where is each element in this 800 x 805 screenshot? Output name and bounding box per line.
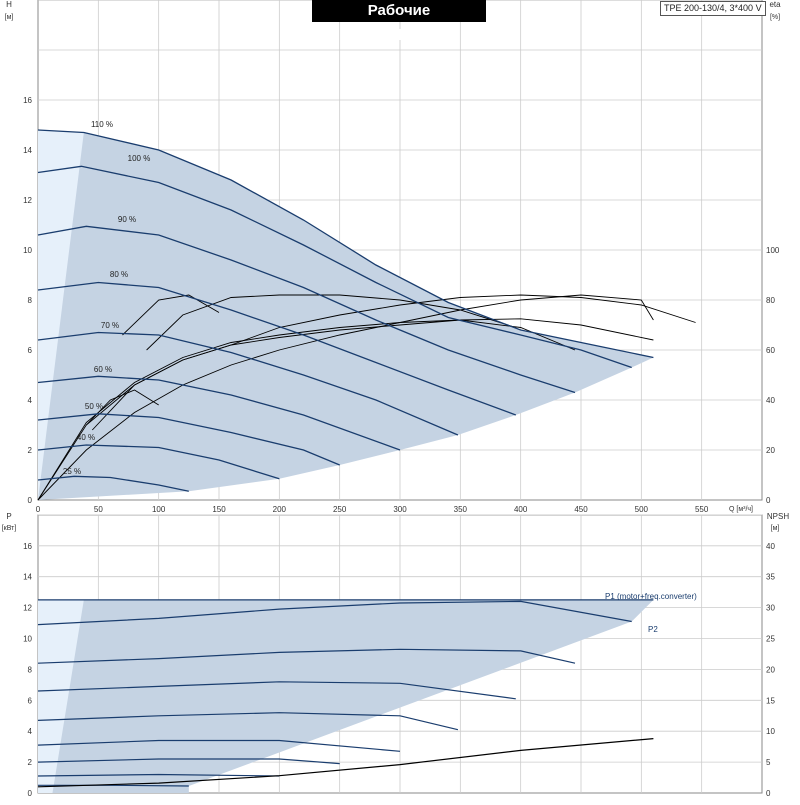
qh-yaxis-unit: [м] xyxy=(5,14,14,21)
power-curve-5 xyxy=(37,739,401,752)
power-curve-7 xyxy=(37,773,280,777)
npsh-tick-label: 30 xyxy=(766,604,775,613)
qh-ytick-label: 4 xyxy=(28,396,33,405)
power-operating-envelope xyxy=(38,599,654,793)
p1-label: P1 (motor+freq.converter) xyxy=(605,592,697,601)
qh-curve-40 xyxy=(37,444,280,480)
npsh-tick-label: 10 xyxy=(766,727,775,736)
power-ytick-label: 6 xyxy=(28,696,33,705)
qh-xtick-label: 300 xyxy=(393,505,407,514)
chart-title: Рабочие характеристики xyxy=(312,0,486,41)
qh-ytick-label: 8 xyxy=(28,296,33,305)
power-curve-3 xyxy=(37,681,516,700)
qh-operating-envelope xyxy=(38,130,654,500)
qh-xtick-label: 50 xyxy=(94,505,103,514)
power-curve-8 xyxy=(38,784,189,787)
npsh-tick-label: 0 xyxy=(766,789,771,798)
power-ytick-label: 4 xyxy=(28,727,33,736)
speed-label-70: 70 % xyxy=(101,321,119,330)
power-ytick-label: 2 xyxy=(28,758,33,767)
npsh-curve xyxy=(37,738,654,788)
eta-tick-label: 0 xyxy=(766,496,771,505)
qh-ytick-label: 2 xyxy=(28,446,33,455)
qh-curve-80 xyxy=(37,281,517,416)
npsh-tick-label: 35 xyxy=(766,573,775,582)
eta-axis-unit: [%] xyxy=(770,14,780,21)
qh-ytick-label: 6 xyxy=(28,346,33,355)
power-yaxis-label: P xyxy=(6,512,11,521)
npsh-tick-label: 40 xyxy=(766,542,775,551)
npsh-tick-label: 25 xyxy=(766,635,775,644)
power-ytick-label: 8 xyxy=(28,665,33,674)
npsh-axis-unit: [м] xyxy=(771,525,780,532)
power-curve-1 xyxy=(37,600,632,626)
qh-curve-100 xyxy=(37,165,632,369)
efficiency-curve-4 xyxy=(146,294,516,351)
qh-curve-110 xyxy=(37,129,654,359)
efficiency-curve-3 xyxy=(91,294,696,431)
model-label: TPE 200-130/4, 3*400 V xyxy=(660,1,766,16)
qh-yaxis-label: H xyxy=(6,0,12,9)
qh-xtick-label: 450 xyxy=(574,505,588,514)
speed-label-40: 40 % xyxy=(77,433,95,442)
npsh-tick-label: 20 xyxy=(766,665,775,674)
qh-xtick-label: 500 xyxy=(635,505,649,514)
qh-xaxis-label: Q [м³/ч] xyxy=(729,506,753,513)
efficiency-curve-2 xyxy=(37,294,654,501)
efficiency-curve-1 xyxy=(37,319,576,501)
qh-ytick-label: 14 xyxy=(23,146,32,155)
power-curve-4 xyxy=(37,712,459,731)
qh-xtick-label: 250 xyxy=(333,505,347,514)
qh-curve-50 xyxy=(37,413,340,466)
power-yaxis-unit: [кВт] xyxy=(2,525,17,532)
power-ytick-label: 0 xyxy=(28,789,33,798)
eta-tick-label: 20 xyxy=(766,446,775,455)
p2-label: P2 xyxy=(648,625,658,634)
speed-label-50: 50 % xyxy=(85,402,103,411)
efficiency-curve-0 xyxy=(37,318,654,501)
qh-curve-60 xyxy=(37,375,401,451)
speed-label-60: 60 % xyxy=(94,365,112,374)
power-ytick-label: 10 xyxy=(23,635,32,644)
power-ytick-label: 16 xyxy=(23,542,32,551)
qh-xtick-label: 150 xyxy=(212,505,226,514)
efficiency-curve-6 xyxy=(85,389,159,426)
qh-curve-25 xyxy=(37,475,189,492)
qh-xtick-label: 100 xyxy=(152,505,166,514)
power-ytick-label: 12 xyxy=(23,604,32,613)
qh-curve-90 xyxy=(37,225,576,394)
qh-ytick-label: 0 xyxy=(28,496,33,505)
speed-label-25: 25 % xyxy=(63,467,81,476)
qh-ytick-label: 12 xyxy=(23,196,32,205)
qh-xtick-label: 200 xyxy=(273,505,287,514)
qh-xtick-label: 400 xyxy=(514,505,528,514)
qh-curve-70 xyxy=(37,331,459,436)
power-ytick-label: 14 xyxy=(23,573,32,582)
npsh-axis-label: NPSH xyxy=(767,512,789,521)
eta-tick-label: 100 xyxy=(766,246,780,255)
qh-xtick-label: 550 xyxy=(695,505,709,514)
eta-tick-label: 40 xyxy=(766,396,775,405)
efficiency-curve-5 xyxy=(122,294,220,336)
qh-min-flow-zone xyxy=(38,130,84,500)
eta-tick-label: 80 xyxy=(766,296,775,305)
qh-xtick-label: 0 xyxy=(36,505,41,514)
power-curve-6 xyxy=(37,758,340,765)
eta-axis-label: eta xyxy=(769,0,781,9)
qh-xtick-label: 350 xyxy=(454,505,468,514)
eta-tick-label: 60 xyxy=(766,346,775,355)
power-curve-2 xyxy=(37,648,576,664)
speed-label-100: 100 % xyxy=(128,154,151,163)
speed-label-80: 80 % xyxy=(110,270,128,279)
speed-label-110: 110 % xyxy=(91,120,113,129)
npsh-tick-label: 15 xyxy=(766,696,775,705)
speed-label-90: 90 % xyxy=(118,215,136,224)
npsh-tick-label: 5 xyxy=(766,758,771,767)
qh-ytick-label: 16 xyxy=(23,96,32,105)
qh-ytick-label: 10 xyxy=(23,246,32,255)
